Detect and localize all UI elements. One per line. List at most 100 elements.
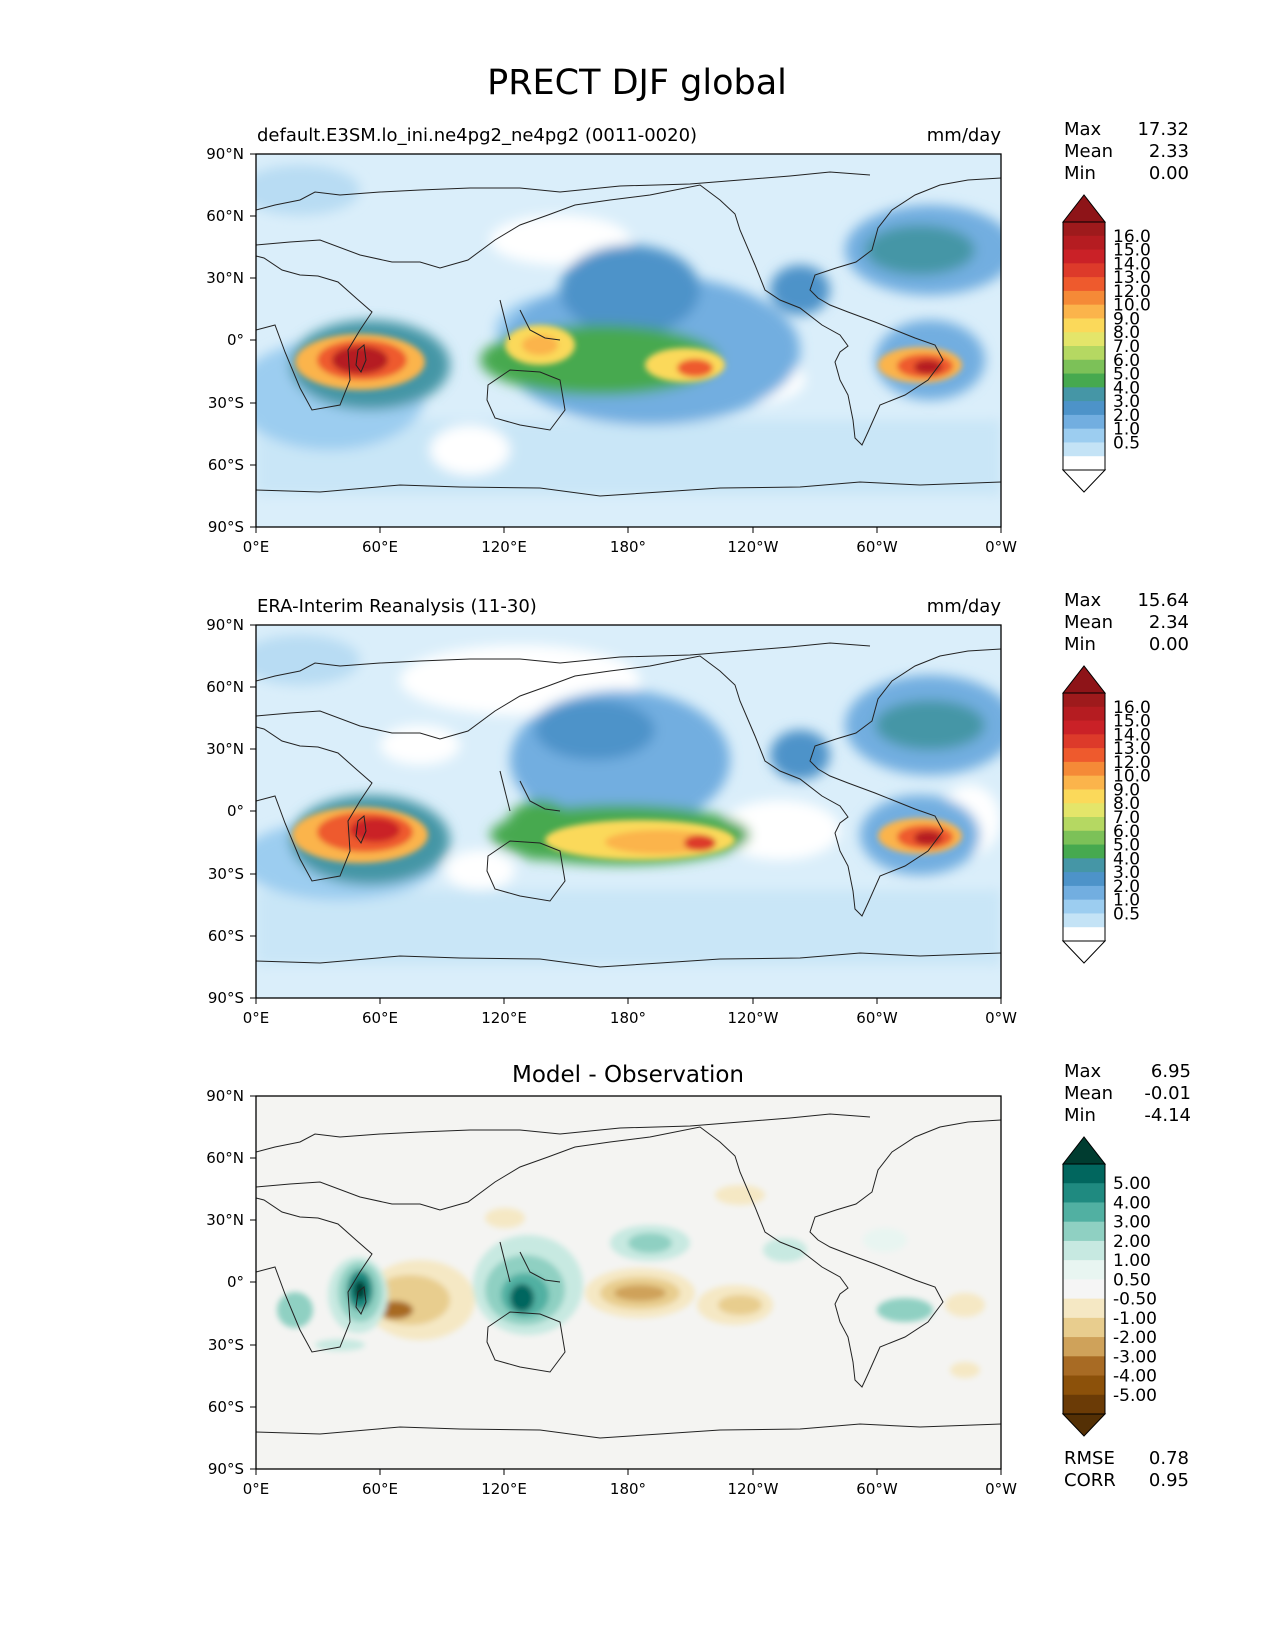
colorbar-tick-label: 1.0	[1113, 891, 1140, 911]
colorbar-swatch	[1063, 1317, 1105, 1338]
colorbar-tick-label: 12.0	[1113, 753, 1151, 773]
colorbar-swatch	[1063, 817, 1105, 832]
colorbar-swatch	[1063, 263, 1105, 278]
metric-label: CORR	[1064, 1470, 1116, 1491]
colorbar-tick-label: -4.00	[1113, 1367, 1157, 1387]
colorbar-tick-label: 3.0	[1113, 863, 1140, 883]
colorbar-swatch	[1063, 748, 1105, 763]
colorbar-swatch	[1063, 249, 1105, 264]
colorbar-swatch	[1063, 761, 1105, 777]
lat-tick-label: 30°N	[206, 740, 244, 758]
lat-tick-label: 60°S	[208, 927, 244, 945]
lon-tick-label: 120°E	[481, 538, 527, 556]
colorbar-swatch	[1063, 277, 1105, 292]
colorbar-model: 16.015.014.013.012.010.09.08.07.06.05.04…	[1061, 194, 1151, 493]
colorbar-difference: 5.004.003.002.001.000.50-0.50-1.00-2.00-…	[1061, 1136, 1157, 1437]
colorbar-tick-label: 1.00	[1113, 1251, 1151, 1271]
colorbar-tick-label: 7.0	[1113, 337, 1140, 357]
colorbar-swatch	[1063, 1221, 1105, 1242]
panel-units: mm/day	[927, 125, 1002, 146]
lat-axis: 90°N 60°N 30°N 0° 30°S 60°S 90°S	[206, 1087, 256, 1478]
lon-tick-label: 0°W	[985, 1009, 1017, 1027]
stat-value: 15.64	[1137, 590, 1189, 611]
lat-tick-label: 60°N	[206, 678, 244, 696]
stat-label: Max	[1064, 119, 1102, 140]
colorbar-swatch	[1063, 1183, 1105, 1203]
map-field-observation	[256, 625, 1001, 998]
lat-tick-label: 90°N	[206, 145, 244, 163]
lon-axis: 0°E 60°E 120°E 180° 120°W 60°W 0°W	[243, 998, 1017, 1027]
stat-value: 2.33	[1149, 141, 1189, 162]
lat-tick-label: 60°S	[208, 456, 244, 474]
colorbar-tick-label: 15.0	[1113, 712, 1151, 732]
colorbar-swatch	[1063, 830, 1105, 846]
lat-tick-label: 90°S	[208, 518, 244, 536]
colorbar-tick-label: 3.0	[1113, 392, 1140, 412]
stat-value: 0.00	[1149, 163, 1189, 184]
colorbar-tick-label: -2.00	[1113, 1328, 1157, 1348]
stat-label: Min	[1064, 163, 1096, 184]
colorbar-swatch	[1063, 318, 1105, 333]
panel-units: mm/day	[927, 596, 1002, 617]
colorbar-tick-label: 8.0	[1113, 794, 1140, 814]
colorbar-tick-label: 14.0	[1113, 725, 1151, 745]
colorbar-swatch	[1063, 858, 1105, 873]
colorbar-swatch	[1063, 373, 1105, 388]
colorbar-extend-max	[1061, 1136, 1107, 1165]
panel-title-left: ERA-Interim Reanalysis (11-30)	[257, 596, 537, 617]
colorbar-tick-label: 10.0	[1113, 296, 1151, 316]
lon-tick-label: 60°W	[856, 1480, 898, 1498]
stats-model: Max 17.32 Mean 2.33 Min 0.00	[1064, 119, 1189, 184]
lat-tick-label: 30°N	[206, 269, 244, 287]
colorbar-outline	[1062, 1163, 1106, 1415]
colorbar-swatch	[1063, 401, 1105, 416]
colorbar-swatch	[1063, 1240, 1105, 1261]
colorbar-swatch	[1063, 235, 1105, 251]
stat-label: Min	[1064, 1105, 1096, 1126]
colorbar-tick-label: 13.0	[1113, 739, 1151, 759]
colorbar-swatch	[1063, 872, 1105, 887]
lon-tick-label: 120°E	[481, 1480, 527, 1498]
colorbar-tick-label: 15.0	[1113, 241, 1151, 261]
metric-label: RMSE	[1064, 1448, 1115, 1469]
colorbar-swatch	[1063, 456, 1105, 471]
metric-value: 0.78	[1149, 1448, 1189, 1469]
colorbar-swatch	[1063, 1394, 1105, 1415]
error-metrics: RMSE 0.78 CORR 0.95	[1064, 1448, 1189, 1491]
stats-difference: Max 6.95 Mean -0.01 Min -4.14	[1064, 1061, 1191, 1126]
lon-tick-label: 60°E	[362, 1009, 398, 1027]
lat-tick-label: 60°N	[206, 1149, 244, 1167]
colorbar-swatch	[1063, 885, 1105, 901]
map-field-model	[256, 154, 1001, 527]
colorbar-swatch	[1063, 1279, 1105, 1300]
colorbar-tick-label: 4.00	[1113, 1193, 1151, 1213]
colorbar-outline	[1062, 221, 1106, 471]
lon-tick-label: 0°W	[985, 1480, 1017, 1498]
panel-observation: ERA-Interim Reanalysis (11-30) mm/day	[206, 590, 1189, 1027]
colorbar-swatch	[1063, 1164, 1105, 1184]
colorbar-swatch	[1063, 734, 1105, 749]
lat-tick-label: 90°N	[206, 1087, 244, 1105]
colorbar-swatch	[1063, 332, 1105, 347]
lat-tick-label: 90°S	[208, 989, 244, 1007]
lon-tick-label: 120°E	[481, 1009, 527, 1027]
colorbar-tick-label: 3.00	[1113, 1213, 1151, 1233]
colorbar-tick-label: 5.0	[1113, 836, 1140, 856]
stat-label: Max	[1064, 590, 1102, 611]
colorbar-tick-label: -5.00	[1113, 1386, 1157, 1406]
stat-value: -0.01	[1144, 1083, 1191, 1104]
colorbar-tick-label: -3.00	[1113, 1347, 1157, 1367]
colorbar-swatch	[1063, 789, 1105, 804]
colorbar-tick-label: 9.0	[1113, 780, 1140, 800]
stat-value: 2.34	[1149, 612, 1189, 633]
lat-tick-label: 90°N	[206, 616, 244, 634]
colorbar-tick-label: 16.0	[1113, 227, 1151, 247]
colorbar-tick-label: 0.50	[1113, 1270, 1151, 1290]
colorbar-extend-max	[1061, 665, 1107, 694]
colorbar-swatch	[1063, 844, 1105, 859]
colorbar-swatch	[1063, 720, 1105, 735]
colorbar-tick-label: 6.0	[1113, 822, 1140, 842]
lon-tick-label: 180°	[610, 538, 646, 556]
lon-tick-label: 60°W	[856, 538, 898, 556]
